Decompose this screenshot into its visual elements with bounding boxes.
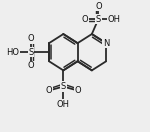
- Text: O: O: [95, 2, 102, 11]
- Text: N: N: [103, 39, 109, 48]
- Text: O: O: [74, 86, 81, 95]
- Text: O: O: [81, 15, 88, 24]
- Text: OH: OH: [107, 15, 120, 24]
- Text: O: O: [46, 86, 52, 95]
- Text: S: S: [28, 48, 34, 57]
- Text: OH: OH: [57, 100, 70, 109]
- Text: S: S: [61, 82, 66, 91]
- Text: O: O: [28, 61, 34, 70]
- Text: S: S: [96, 15, 101, 24]
- Text: O: O: [28, 34, 34, 43]
- Text: HO: HO: [6, 48, 19, 57]
